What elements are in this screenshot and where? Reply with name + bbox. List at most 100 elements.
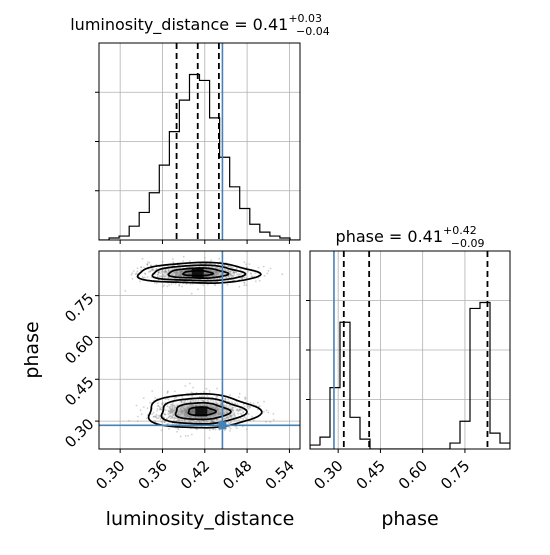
density-point [242,411,245,413]
density-point [215,395,218,398]
density-point [238,409,241,411]
phase-title-sub: −0.09 [451,237,485,250]
density-point [229,415,232,418]
density-point [236,408,239,411]
density-point [247,408,250,410]
density-point [245,276,248,279]
density-point [242,403,245,406]
phase-histogram-step [310,301,510,449]
density-point [152,411,155,414]
density-point [124,290,127,292]
density-point [215,267,218,269]
density-point [200,399,203,401]
density-point [258,279,261,282]
density-point [163,421,166,423]
density-point [238,396,240,398]
density-point [160,275,163,278]
density-point [249,405,252,408]
density-point [171,277,173,279]
density-point [239,417,242,420]
density-point [247,270,249,273]
density-point [169,415,172,418]
joint-density-xtick-label-4: 0.54 [262,457,298,493]
density-point [160,421,163,423]
density-point [171,415,173,418]
density-point [213,283,216,286]
density-point [250,275,253,277]
joint-density-xtick-label-2: 0.42 [177,457,213,493]
density-point [235,271,237,273]
density-point [151,268,154,271]
density-point [167,410,170,412]
density-point [170,403,172,406]
density-point [164,413,167,416]
density-point [224,398,227,401]
density-point [157,404,159,407]
density-point [248,263,251,265]
density-point [239,412,242,415]
density-point [211,420,214,422]
density-point [246,266,248,269]
density-point [235,409,238,412]
density-point [232,272,235,274]
density-point [239,273,241,275]
density-point [204,257,206,259]
density-point [232,274,234,277]
density-point [216,395,219,398]
density-point [301,271,303,273]
density-point [229,414,232,417]
density-point [139,409,142,412]
density-point [211,420,213,422]
density-point [161,274,164,276]
density-point [245,263,248,266]
density-point [269,267,272,270]
density-point [145,417,148,420]
phase-hist-xticks: 0.30 0.45 0.60 0.75 [310,449,473,493]
density-point [131,272,134,274]
density-point [188,420,191,423]
density-point [168,428,170,430]
phase-quantile-lines [342,251,489,449]
density-point [150,268,153,271]
density-point [159,416,162,418]
truth-marker [218,421,227,430]
density-point [211,266,213,268]
luminosity-distance-title: luminosity_distance = 0.41+0.03 −0.04 [70,12,330,38]
density-point [176,430,179,433]
density-point [188,266,191,268]
density-point [175,417,177,420]
density-point [227,265,230,267]
density-point [219,400,222,403]
density-point [216,277,219,280]
density-point [141,257,144,260]
density-point [173,419,175,422]
density-point [156,417,158,420]
density-point [171,416,174,419]
density-point [217,267,219,270]
density-point [157,417,160,420]
density-point [230,267,233,269]
density-point [169,415,171,417]
density-point [202,390,205,393]
density-point [210,420,213,422]
density-point [180,400,183,403]
density-point [181,401,183,404]
density-point [223,418,226,420]
density-point [244,396,246,399]
density-point [207,420,209,422]
density-point [256,408,259,411]
density-point [167,391,169,393]
density-point [265,420,267,423]
density-point [130,273,133,276]
density-point [263,400,265,403]
density-point [243,261,246,264]
density-point [241,276,244,279]
density-point [178,419,181,421]
density-point [241,408,244,411]
density-point [171,416,174,419]
density-point [205,387,208,390]
density-point [166,417,169,420]
density-point [228,426,231,428]
density-point [190,292,193,295]
density-point [146,407,149,410]
